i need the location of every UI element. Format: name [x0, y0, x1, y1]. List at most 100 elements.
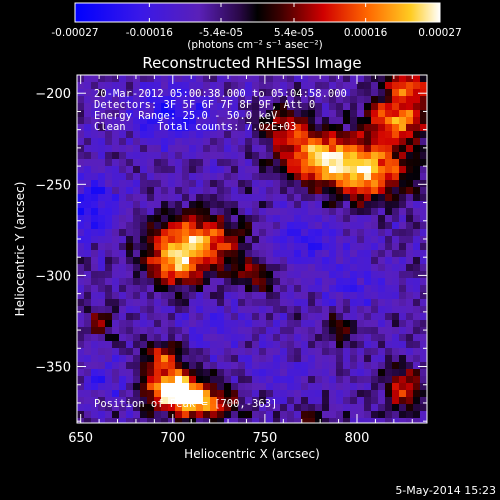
heatmap-cell [399, 411, 407, 419]
heatmap-cell [273, 299, 281, 307]
heatmap-cell [140, 173, 148, 181]
heatmap-cell [252, 180, 260, 188]
heatmap-cell [259, 278, 267, 286]
heatmap-cell [322, 383, 330, 391]
heatmap-cell [196, 341, 204, 349]
heatmap-cell [343, 397, 351, 405]
heatmap-cell [308, 75, 316, 83]
heatmap-cell [168, 264, 176, 272]
heatmap-cell [392, 383, 400, 391]
heatmap-cell [77, 313, 85, 321]
heatmap-cell [133, 348, 141, 356]
heatmap-cell [133, 96, 141, 104]
heatmap-cell [336, 194, 344, 202]
heatmap-cell [196, 285, 204, 293]
heatmap-cell [329, 418, 337, 423]
heatmap-cell [147, 159, 155, 167]
heatmap-cell [273, 103, 281, 111]
heatmap-cell [406, 229, 414, 237]
heatmap-cell [91, 271, 99, 279]
heatmap-cell [175, 138, 183, 146]
heatmap-cell [77, 383, 85, 391]
heatmap-cell [217, 320, 225, 328]
heatmap-cell [308, 292, 316, 300]
heatmap-cell [371, 383, 379, 391]
heatmap-cell [77, 376, 85, 384]
heatmap-cell [217, 117, 225, 125]
heatmap-cell [154, 166, 162, 174]
heatmap-cell [287, 201, 295, 209]
heatmap-cell [343, 285, 351, 293]
heatmap-cell [364, 404, 372, 412]
heatmap-cell [217, 355, 225, 363]
heatmap-cell [329, 299, 337, 307]
heatmap-cell [252, 110, 260, 118]
heatmap-cell [357, 201, 365, 209]
heatmap-cell [266, 264, 274, 272]
y-tick-label: −200 [35, 87, 71, 102]
heatmap-cell [231, 376, 239, 384]
heatmap-cell [182, 285, 190, 293]
heatmap-cell [168, 82, 176, 90]
heatmap-cell [259, 194, 267, 202]
heatmap-cell [399, 362, 407, 370]
heatmap-cell [196, 222, 204, 230]
heatmap-cell [119, 306, 127, 314]
heatmap-cell [231, 292, 239, 300]
heatmap-cell [329, 327, 337, 335]
heatmap-cell [168, 215, 176, 223]
heatmap-cell [259, 173, 267, 181]
heatmap-cell [343, 299, 351, 307]
heatmap-cell [371, 187, 379, 195]
heatmap-cell [336, 208, 344, 216]
heatmap-cell [364, 166, 372, 174]
heatmap-cell [98, 348, 106, 356]
heatmap-cell [329, 180, 337, 188]
heatmap-cell [266, 404, 274, 412]
heatmap-cell [399, 334, 407, 342]
heatmap-cell [392, 208, 400, 216]
heatmap-cell [182, 299, 190, 307]
heatmap-cell [329, 103, 337, 111]
heatmap-cell [350, 201, 358, 209]
heatmap-cell [154, 152, 162, 160]
heatmap-cell [364, 355, 372, 363]
heatmap-cell [210, 278, 218, 286]
heatmap-cell [133, 369, 141, 377]
heatmap-cell [266, 208, 274, 216]
heatmap-cell [420, 362, 427, 370]
heatmap-cell [273, 397, 281, 405]
heatmap-cell [371, 397, 379, 405]
heatmap-cell [378, 103, 386, 111]
heatmap-cell [343, 271, 351, 279]
heatmap-cell [413, 208, 421, 216]
heatmap-cell [336, 355, 344, 363]
heatmap-cell [385, 166, 393, 174]
heatmap-cell [91, 278, 99, 286]
heatmap-cell [406, 362, 414, 370]
heatmap-cell [294, 362, 302, 370]
heatmap-cell [371, 145, 379, 153]
heatmap-cell [182, 187, 190, 195]
heatmap-cell [196, 201, 204, 209]
heatmap-cell [154, 159, 162, 167]
heatmap-cell [280, 187, 288, 195]
heatmap-cell [91, 229, 99, 237]
heatmap-cell [301, 418, 309, 423]
heatmap-cell [343, 152, 351, 160]
heatmap-cell [105, 208, 113, 216]
heatmap-cell [112, 320, 120, 328]
heatmap-cell [168, 327, 176, 335]
heatmap-cell [364, 362, 372, 370]
heatmap-cell [294, 82, 302, 90]
heatmap-cell [406, 110, 414, 118]
heatmap-cell [91, 166, 99, 174]
heatmap-cell [84, 341, 92, 349]
heatmap-cell [322, 397, 330, 405]
heatmap-cell [385, 180, 393, 188]
heatmap-cell [273, 369, 281, 377]
heatmap-cell [385, 390, 393, 398]
heatmap-cell [280, 124, 288, 132]
heatmap-cell [154, 75, 162, 83]
heatmap-cell [259, 383, 267, 391]
